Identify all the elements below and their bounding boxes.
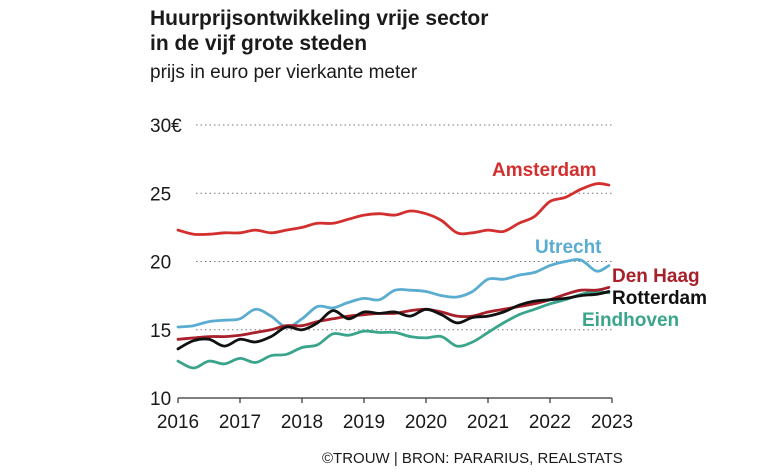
y-tick-label-20: 20	[150, 253, 171, 274]
series-line-rotterdam	[176, 290, 611, 351]
x-tick-label-2022: 2022	[529, 412, 571, 433]
chart-subtitle: prijs in euro per vierkante meter	[150, 62, 418, 83]
y-tick-label-10: 10	[150, 389, 171, 410]
x-tick-label-2023: 2023	[591, 412, 633, 433]
x-tick-label-2021: 2021	[467, 412, 509, 433]
y-tick-label-15: 15	[150, 321, 171, 342]
x-tick-label-2020: 2020	[405, 412, 447, 433]
x-tick-label-2017: 2017	[219, 412, 261, 433]
y-tick-label-25: 25	[150, 184, 171, 205]
series-label-utrecht: Utrecht	[535, 237, 602, 258]
source-credit: ©TROUW | BRON: PARARIUS, REALSTATS	[322, 450, 623, 467]
y-tick-label-30: 30€	[150, 116, 182, 137]
series-line-amsterdam	[176, 182, 611, 236]
x-tick-label-2018: 2018	[281, 412, 323, 433]
chart-title: Huurprijsontwikkeling vrije sector in de…	[150, 6, 488, 56]
series-label-amsterdam: Amsterdam	[492, 160, 597, 181]
series-line-eindhoven	[176, 290, 611, 370]
x-tick-label-2019: 2019	[343, 412, 385, 433]
series-line-utrecht	[176, 258, 611, 329]
series-label-eindhoven: Eindhoven	[582, 310, 679, 331]
chart-title-line1: Huurprijsontwikkeling vrije sector	[150, 7, 489, 30]
chart-title-line2: in de vijf grote steden	[150, 32, 368, 55]
series-label-den-haag: Den Haag	[612, 266, 700, 287]
x-tick-label-2016: 2016	[157, 412, 199, 433]
series-label-rotterdam: Rotterdam	[612, 288, 707, 309]
